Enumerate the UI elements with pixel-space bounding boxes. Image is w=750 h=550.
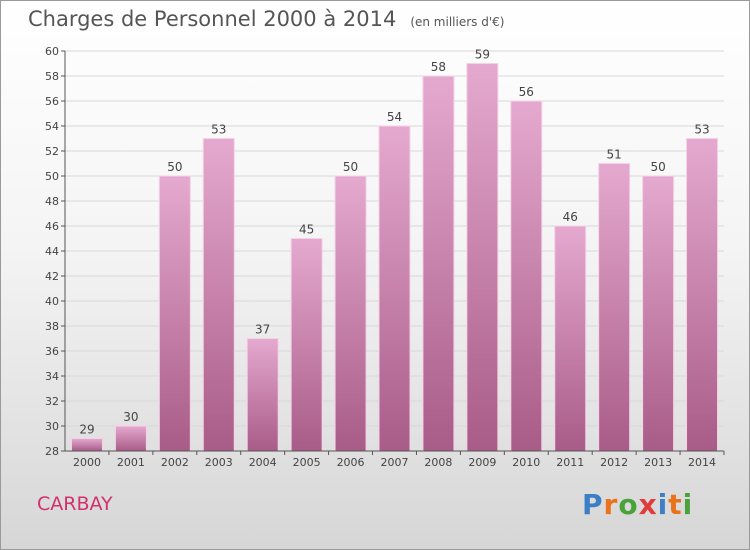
- y-tick-label: 58: [45, 70, 59, 83]
- bar: [334, 175, 367, 452]
- data-label: 59: [475, 48, 490, 62]
- y-tick-label: 42: [45, 270, 59, 283]
- x-tick-label: 2011: [556, 456, 584, 469]
- y-tick-label: 46: [45, 220, 59, 233]
- labels: 28 30 32 34 36 38 40 42 44 46 48 50 52 54 56 58 60 29 2000…: [45, 45, 716, 469]
- logo-letter: i: [682, 488, 694, 521]
- bar: [642, 175, 675, 452]
- x-tick-label: 2007: [381, 456, 409, 469]
- data-label: 50: [650, 160, 665, 174]
- data-label: 51: [607, 148, 622, 162]
- y-tick-label: 40: [45, 295, 59, 308]
- x-tick-label: 2014: [688, 456, 716, 469]
- y-tick-label: 50: [45, 170, 59, 183]
- data-label: 56: [519, 85, 534, 99]
- data-label: 45: [299, 223, 314, 237]
- bar: [70, 438, 103, 452]
- bar: [202, 138, 235, 452]
- bar: [422, 75, 455, 452]
- chart-title-text: Charges de Personnel 2000 à 2014: [28, 7, 397, 31]
- chart-title: Charges de Personnel 2000 à 2014 (en mill…: [28, 7, 504, 31]
- bar: [158, 175, 191, 452]
- bar: [686, 138, 719, 452]
- x-tick-label: 2013: [644, 456, 672, 469]
- data-label: 58: [431, 60, 446, 74]
- logo-letter: P: [582, 488, 604, 521]
- y-tick-label: 48: [45, 195, 59, 208]
- data-label: 53: [211, 123, 226, 137]
- x-tick-label: 2009: [468, 456, 496, 469]
- x-tick-label: 2000: [73, 456, 101, 469]
- logo-letter: x: [638, 488, 658, 521]
- y-tick-label: 56: [45, 95, 59, 108]
- data-label: 50: [167, 160, 182, 174]
- y-tick-label: 38: [45, 320, 59, 333]
- data-label: 50: [343, 160, 358, 174]
- data-label: 30: [123, 410, 138, 424]
- y-tick-label: 36: [45, 345, 59, 358]
- axes: [61, 50, 725, 455]
- x-tick-label: 2002: [161, 456, 189, 469]
- bar: [378, 125, 411, 452]
- data-label: 29: [79, 423, 94, 437]
- y-tick-label: 60: [45, 45, 59, 58]
- data-label: 37: [255, 323, 270, 337]
- logo-letter: o: [618, 488, 639, 521]
- y-tick-label: 30: [45, 420, 59, 433]
- municipality-name: CARBAY: [37, 493, 113, 515]
- bar: [510, 100, 543, 452]
- x-tick-label: 2001: [117, 456, 145, 469]
- bar: [290, 238, 323, 452]
- x-tick-label: 2012: [600, 456, 628, 469]
- proxiti-logo[interactable]: Proxiti: [582, 488, 693, 521]
- x-tick-label: 2005: [293, 456, 321, 469]
- x-tick-label: 2006: [337, 456, 365, 469]
- bars: [70, 63, 719, 452]
- data-label: 46: [563, 210, 578, 224]
- y-tick-label: 34: [45, 370, 59, 383]
- data-label: 54: [387, 110, 402, 124]
- bar: [246, 338, 279, 452]
- y-tick-label: 28: [45, 445, 59, 458]
- logo-letter: r: [603, 488, 619, 521]
- bar: [598, 163, 631, 452]
- logo-letter: i: [657, 488, 669, 521]
- x-tick-label: 2008: [424, 456, 452, 469]
- chart-subtitle: (en milliers d'€): [410, 15, 505, 29]
- y-tick-label: 32: [45, 395, 59, 408]
- bar: [114, 425, 147, 452]
- logo-letter: t: [668, 488, 683, 521]
- x-tick-label: 2003: [205, 456, 233, 469]
- y-tick-label: 54: [45, 120, 59, 133]
- y-tick-label: 52: [45, 145, 59, 158]
- data-label: 53: [694, 123, 709, 137]
- x-tick-label: 2004: [249, 456, 277, 469]
- bar: [466, 63, 499, 452]
- bar: [554, 225, 587, 452]
- y-tick-label: 44: [45, 245, 59, 258]
- x-tick-label: 2010: [512, 456, 540, 469]
